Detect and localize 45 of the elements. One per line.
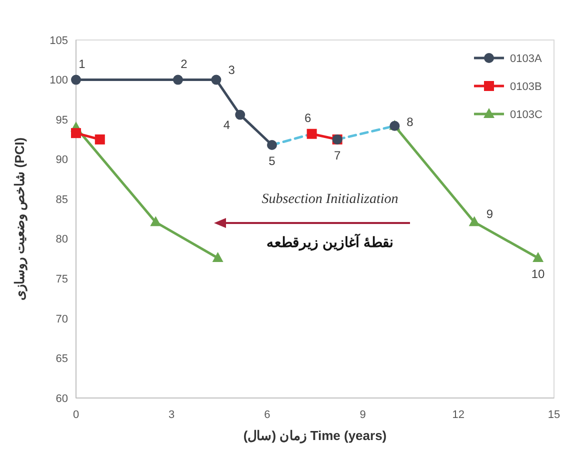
annotation: 9 xyxy=(486,207,494,222)
annotation: 2 xyxy=(180,56,188,71)
y-tick-label: 95 xyxy=(56,114,68,126)
x-tick-label: 12 xyxy=(452,409,465,421)
x-tick-label: 3 xyxy=(168,409,175,421)
point xyxy=(532,252,544,262)
annotation: 7 xyxy=(334,148,341,162)
x-tick-label: 0 xyxy=(72,409,80,421)
annotation: 1 xyxy=(78,56,86,71)
annotation: Subsection Initialization xyxy=(262,192,398,208)
point xyxy=(266,140,277,150)
y-tick-label: 80 xyxy=(56,234,68,246)
y-tick-label: 70 xyxy=(56,313,68,326)
point xyxy=(235,110,246,120)
x-tick-label: 6 xyxy=(264,409,270,421)
legend-label: 0103B xyxy=(510,80,542,93)
x-tick-label: 9 xyxy=(360,409,366,421)
y-tick-label: 85 xyxy=(56,194,68,206)
annotation: 5 xyxy=(268,154,276,168)
x-axis-title: زمان (سال) Time (years) xyxy=(243,428,387,444)
point xyxy=(306,128,317,139)
legend-label: 0103A xyxy=(510,52,542,65)
annotation: نقطۀ آغازین زیرقطعه xyxy=(266,232,394,251)
legend-label: 0103C xyxy=(510,108,542,121)
annotation: 6 xyxy=(304,110,312,125)
point xyxy=(211,74,222,85)
y-tick-label: 75 xyxy=(56,274,68,286)
y-tick-label: 60 xyxy=(56,392,68,405)
point xyxy=(468,216,480,226)
annotation: 10 xyxy=(531,266,546,281)
point xyxy=(71,128,81,138)
point xyxy=(212,252,224,262)
point xyxy=(94,134,105,144)
point xyxy=(71,74,81,85)
annotation: 3 xyxy=(228,62,236,77)
y-tick-label: 105 xyxy=(50,34,68,47)
annotation: 4 xyxy=(223,118,230,132)
y-axis-title: شاخص وضعیت روسازی (PCI) xyxy=(12,137,28,301)
point xyxy=(150,216,162,226)
point xyxy=(172,74,183,85)
annotation: 8 xyxy=(406,114,414,129)
y-tick-label: 100 xyxy=(50,74,68,87)
x-tick-label: 15 xyxy=(548,409,560,421)
y-tick-label: 65 xyxy=(56,353,68,366)
y-tick-label: 90 xyxy=(56,154,68,166)
